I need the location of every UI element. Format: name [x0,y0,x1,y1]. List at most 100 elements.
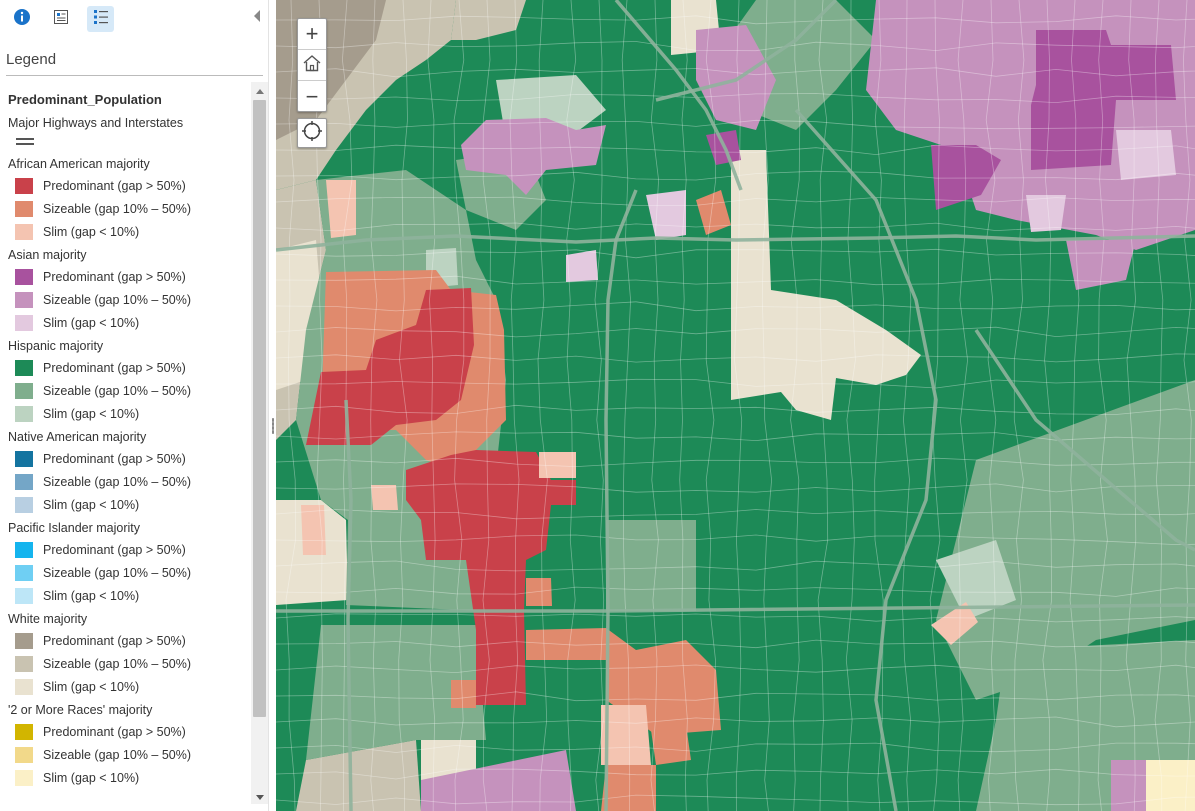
tract-asian-sizeable-east[interactable] [1066,240,1136,290]
scrollbar-thumb[interactable] [253,100,266,717]
legend-item: Predominant (gap > 50%) [8,174,248,197]
legend-group-title: Native American majority [8,430,147,444]
legend-button[interactable] [87,6,114,32]
content-button[interactable] [47,6,74,32]
tract-asian-sizeable-se[interactable] [1111,760,1146,811]
legend-swatch [15,769,33,786]
legend-item-label: Slim (gap < 10%) [43,679,140,694]
legend-item-label: Slim (gap < 10%) [43,406,140,421]
tract-asian-sizeable-nw[interactable] [461,118,606,195]
tract-white-south-2[interactable] [296,740,421,811]
home-icon [302,54,322,76]
tract-aa-sizeable-6[interactable] [451,680,476,708]
panel-toolbar [0,0,271,40]
choropleth-map[interactable] [276,0,1195,811]
legend-scrollbar[interactable] [251,82,268,804]
tract-asian-predominant-e[interactable] [931,145,1001,210]
splitter-grip-icon [272,418,274,434]
info-icon [13,8,31,31]
map-view[interactable]: + − [276,0,1195,811]
legend-item: Sizeable (gap 10% – 50%) [8,561,248,584]
legend-swatch [15,268,33,285]
legend-group-title: Pacific Islander majority [8,521,140,535]
legend-item-label: Slim (gap < 10%) [43,224,140,239]
tract-white-north-2[interactable] [451,0,526,40]
legend-swatch [15,223,33,240]
legend-swatch [15,405,33,422]
legend-swatch [15,473,33,490]
home-button[interactable] [298,50,326,81]
legend-item-label: Predominant (gap > 50%) [43,451,186,466]
highway-i710 [794,108,938,811]
legend-swatch [15,382,33,399]
legend-group: Asian majority Predominant (gap > 50%) Siz… [8,248,248,334]
scroll-down-button[interactable] [251,788,268,804]
legend-group: Native American majority Predominant (gap… [8,430,248,516]
legend-list-icon [92,8,110,31]
legend-item: Slim (gap < 10%) [8,311,248,334]
legend-swatch [15,177,33,194]
locate-button[interactable] [297,118,327,148]
legend-item-label: Predominant (gap > 50%) [43,724,186,739]
tract-asian-sizeable-n[interactable] [696,25,776,130]
legend-scroll-area[interactable]: Predominant_Population Major Highways an… [0,82,251,804]
tract-asian-predominant-ne[interactable] [1031,30,1176,170]
tract-aa-predominant-south[interactable] [406,450,576,705]
highway-i10 [276,234,1195,252]
legend-item: Predominant (gap > 50%) [8,538,248,561]
legend-swatch [15,678,33,695]
tract-white-center-park[interactable] [731,150,921,420]
locate-crosshair-icon [301,120,323,147]
tract-aa-sizeable-mid[interactable] [651,725,691,765]
tract-white-slim-se[interactable] [1146,760,1195,811]
tract-aa-slim-3[interactable] [371,485,398,510]
legend-item: Slim (gap < 10%) [8,402,248,425]
tract-hispanic-sizeable-se[interactable] [936,380,1195,700]
legend-item-label: Sizeable (gap 10% – 50%) [43,656,192,671]
zoom-out-button[interactable]: − [305,83,319,109]
tract-aa-sizeable-south[interactable] [526,628,721,735]
legend-item: Predominant (gap > 50%) [8,447,248,470]
legend-swatch [15,359,33,376]
legend-item: Sizeable (gap 10% – 50%) [8,743,248,766]
legend-swatch [15,632,33,649]
tract-aa-slim-se[interactable] [931,602,978,645]
panel-title: Legend [6,51,57,68]
tract-asian-slim-ne-2[interactable] [1026,195,1066,232]
legend-item: Sizeable (gap 10% – 50%) [8,652,248,675]
tract-asian-sizeable-south[interactable] [421,750,576,811]
legend-item-label: Predominant (gap > 50%) [43,178,186,193]
tract-hispanic-sizeable-mid[interactable] [606,520,696,611]
legend-content: Predominant_Population Major Highways an… [8,92,248,794]
tract-aa-sizeable-n[interactable] [696,190,731,235]
arrow-up-icon [255,81,264,99]
legend-group-title: Hispanic majority [8,339,104,353]
tract-asian-slim-ne[interactable] [1116,130,1176,180]
tract-aa-sizeable-south-2[interactable] [601,765,656,811]
highways-label: Major Highways and Interstates [8,116,184,130]
highway-i605 [974,329,1195,552]
info-button[interactable] [8,6,35,32]
tract-aa-slim-south[interactable] [601,705,651,765]
tract-hispanic-slim-se[interactable] [936,540,1016,620]
legend-item-label: Sizeable (gap 10% – 50%) [43,474,192,489]
tract-boundaries [276,0,1195,811]
tract-aa-slim-1[interactable] [539,452,576,478]
chevron-left-icon [253,9,261,27]
highway-line-symbol [16,138,34,145]
tract-aa-slim-4[interactable] [301,505,326,555]
tract-asian-slim-w[interactable] [646,190,686,240]
zoom-in-button[interactable]: + [298,19,326,50]
tract-asian-slim-mid[interactable] [566,250,598,282]
scroll-up-button[interactable] [251,82,268,98]
legend-item: Slim (gap < 10%) [8,493,248,516]
legend-swatch [15,314,33,331]
legend-item-label: Slim (gap < 10%) [43,588,140,603]
tract-aa-sizeable-5[interactable] [526,578,552,606]
legend-swatch [15,541,33,558]
legend-group: Hispanic majority Predominant (gap > 50%)… [8,339,248,425]
collapse-panel-button[interactable] [250,8,264,28]
panel-splitter[interactable] [268,0,276,811]
highway-sr60 [604,189,638,811]
tract-aa-slim-2[interactable] [326,180,356,238]
